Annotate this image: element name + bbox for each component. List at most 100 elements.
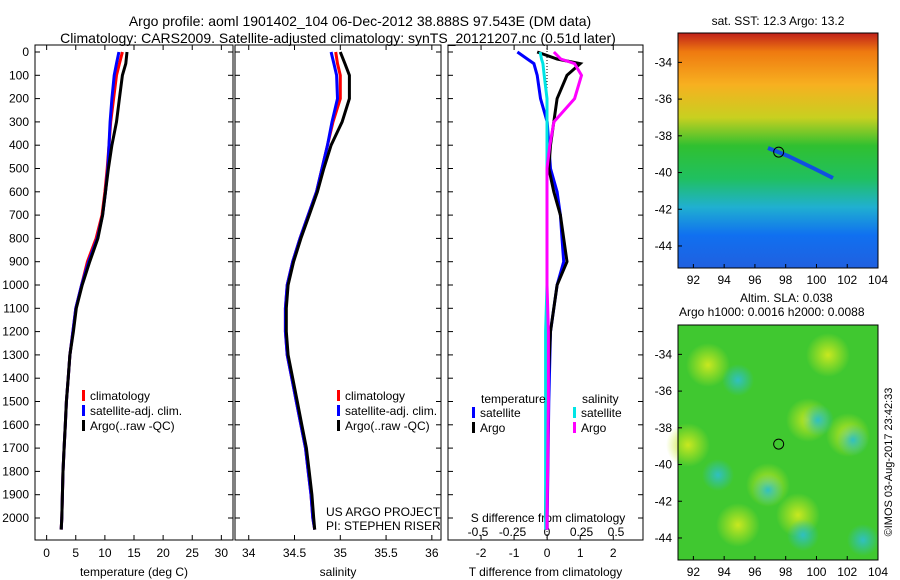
lat-tick-label: -44 bbox=[655, 531, 673, 545]
x-axis-label: salinity bbox=[320, 565, 357, 579]
y-tick-label: 1100 bbox=[3, 301, 29, 315]
panel-salinity: 34 34.5 35 35.5 36 salinity climatologysatelli… bbox=[234, 44, 442, 579]
argo-location-marker bbox=[773, 438, 785, 450]
y-tick-label: 1300 bbox=[2, 348, 29, 362]
legend-swatch bbox=[337, 420, 340, 431]
legend-label: Argo(..raw -QC) bbox=[345, 419, 430, 433]
x-axis-label: temperature (deg C) bbox=[80, 565, 188, 579]
sst-front bbox=[767, 146, 834, 180]
legend-swatch bbox=[82, 420, 85, 431]
lat-tick-label: -40 bbox=[655, 166, 673, 180]
lon-tick-label: 96 bbox=[748, 273, 762, 287]
lon-tick-label: 92 bbox=[687, 565, 701, 579]
lon-tick-label: 94 bbox=[717, 273, 731, 287]
lon-tick-label: 104 bbox=[868, 565, 888, 579]
x-tick-label: 35 bbox=[334, 546, 348, 560]
y-tick-label: 800 bbox=[9, 231, 29, 245]
x-tick-label: 30 bbox=[215, 546, 229, 560]
y-tick-label: 1400 bbox=[2, 371, 29, 385]
legend-label: Argo bbox=[480, 421, 506, 435]
legend-label: climatology bbox=[90, 389, 150, 403]
x-tick-label: 36 bbox=[425, 546, 439, 560]
s-tick-label: -0.5 bbox=[468, 525, 489, 539]
lon-tick-label: 96 bbox=[748, 565, 762, 579]
lat-tick-label: -36 bbox=[655, 384, 673, 398]
maps: 92 94 96 98 100 102 104 -34 -36 -38 -40 -42 -44 sat. … bbox=[655, 14, 889, 579]
x-tick-label: 10 bbox=[98, 546, 112, 560]
lat-tick-label: -44 bbox=[655, 239, 673, 253]
series-argo-raw-qc- bbox=[284, 51, 351, 530]
lat-tick-label: -34 bbox=[655, 55, 673, 69]
legend-swatch bbox=[337, 405, 340, 416]
x-tick-label: 0 bbox=[43, 546, 50, 560]
sla-high bbox=[686, 343, 730, 387]
s-tick-label: 0 bbox=[544, 525, 551, 539]
legend-label: Argo bbox=[581, 421, 607, 435]
legend-label: satellite bbox=[480, 406, 521, 420]
title-line-2: Climatology: CARS2009. Satellite-adjuste… bbox=[60, 30, 616, 46]
legend-label: satellite-adj. clim. bbox=[90, 404, 182, 418]
legend-swatch bbox=[82, 390, 85, 401]
lon-tick-label: 102 bbox=[837, 273, 857, 287]
sla-low bbox=[722, 364, 754, 396]
plot-frame bbox=[447, 44, 644, 541]
sla-low bbox=[702, 459, 734, 491]
series-argo-raw-qc- bbox=[59, 51, 129, 530]
y-tick-label: 300 bbox=[9, 115, 29, 129]
y-tick-label: 1200 bbox=[2, 325, 29, 339]
y-tick-label: 900 bbox=[9, 255, 29, 269]
sla-high bbox=[806, 333, 850, 377]
series-climatology bbox=[59, 51, 124, 530]
legend-swatch bbox=[82, 405, 85, 416]
legend-label: Argo(..raw -QC) bbox=[90, 419, 175, 433]
series-argo bbox=[536, 50, 584, 530]
legend-label: satellite bbox=[581, 406, 622, 420]
sla-low bbox=[847, 524, 879, 556]
lon-tick-label: 100 bbox=[806, 273, 826, 287]
argo-location-marker bbox=[773, 146, 785, 158]
y-tick-label: 1000 bbox=[2, 278, 29, 292]
lat-tick-label: -38 bbox=[655, 421, 673, 435]
lon-tick-label: 104 bbox=[868, 273, 888, 287]
series-satellite-adj-clim- bbox=[59, 51, 121, 530]
map-sla: 92 94 96 98 100 102 104 -34 -36 -38 -40 -42 -44 Altim… bbox=[655, 291, 889, 579]
lon-tick-label: 94 bbox=[717, 565, 731, 579]
s-tick-label: 0.5 bbox=[608, 525, 625, 539]
title-line-1: Argo profile: aoml 1901402_104 06-Dec-20… bbox=[129, 13, 591, 29]
lat-tick-label: -38 bbox=[655, 129, 673, 143]
x-tick-label: 34 bbox=[242, 546, 256, 560]
plot-frame bbox=[234, 44, 442, 541]
lat-tick-label: -42 bbox=[655, 202, 673, 216]
x-tick-label: 1 bbox=[577, 546, 584, 560]
y-tick-label: 2000 bbox=[2, 511, 29, 525]
lon-tick-label: 98 bbox=[779, 273, 793, 287]
lon-tick-label: 92 bbox=[687, 273, 701, 287]
x-tick-label: 35.5 bbox=[374, 546, 398, 560]
profile-panels: 0100200300400500600700800900100011001200… bbox=[2, 44, 644, 579]
lon-tick-label: 102 bbox=[837, 565, 857, 579]
y-tick-label: 1700 bbox=[2, 441, 29, 455]
y-tick-label: 0 bbox=[22, 45, 29, 59]
legend-swatch bbox=[573, 422, 576, 433]
legend-label: satellite-adj. clim. bbox=[345, 404, 437, 418]
project-annotation: PI: STEPHEN RISER bbox=[326, 519, 441, 533]
legend-swatch bbox=[472, 422, 475, 433]
legend-swatch bbox=[573, 407, 576, 418]
map-subtitle: Argo h1000: 0.0016 h2000: 0.0088 bbox=[679, 305, 865, 319]
y-tick-label: 400 bbox=[9, 138, 29, 152]
x-tick-label: 0 bbox=[544, 546, 551, 560]
legend-label: climatology bbox=[345, 389, 405, 403]
s-tick-label: -0.25 bbox=[499, 525, 527, 539]
y-tick-label: 1800 bbox=[2, 464, 29, 478]
legend-header: temperature bbox=[481, 392, 546, 406]
map-title: sat. SST: 12.3 Argo: 13.2 bbox=[712, 14, 845, 28]
map-frame bbox=[677, 324, 879, 561]
x-tick-label: 25 bbox=[186, 546, 200, 560]
x-tick-label: 34.5 bbox=[283, 546, 307, 560]
s-tick-label: 0.25 bbox=[570, 525, 594, 539]
lat-tick-label: -40 bbox=[655, 458, 673, 472]
sla-high bbox=[716, 503, 760, 547]
lat-tick-label: -34 bbox=[655, 347, 673, 361]
